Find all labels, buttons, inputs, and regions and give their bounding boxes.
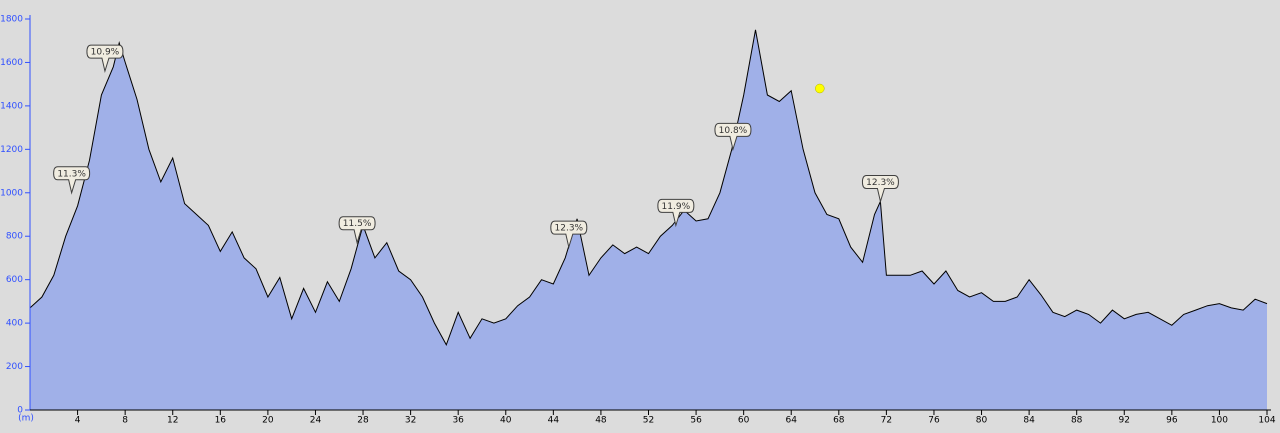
x-tick-label: 16: [215, 416, 227, 426]
y-tick-label: 800: [6, 232, 23, 242]
x-tick-label: 92: [1119, 416, 1130, 426]
x-tick-label: 76: [928, 416, 940, 426]
callout-bubble: [338, 216, 376, 245]
profile-line: [29, 29, 1268, 347]
callout-text: 11.9%: [662, 202, 691, 212]
x-tick-label: 56: [690, 416, 702, 426]
x-tick-label: 52: [643, 416, 654, 426]
callout-bubble: [550, 220, 588, 250]
x-tick-label: 40: [500, 416, 512, 426]
x-tick-label: 96: [1166, 416, 1178, 426]
callout-text: 10.8%: [719, 126, 748, 136]
grade-callout: 10.9%: [86, 44, 124, 74]
y-tick-label: 1000: [0, 188, 23, 198]
x-tick-label: 36: [452, 416, 464, 426]
grade-callout: 11.3%: [53, 166, 91, 195]
callout-text: 12.3%: [866, 178, 895, 188]
x-tick-label: 88: [1071, 416, 1083, 426]
x-tick-label: 100: [1211, 416, 1228, 426]
callout-bubble: [657, 198, 695, 228]
grade-callout: 11.5%: [338, 216, 376, 245]
x-tick-label: 80: [976, 416, 988, 426]
grade-callout: 12.3%: [861, 174, 899, 204]
x-tick-label: 28: [357, 416, 369, 426]
x-tick-label: 32: [405, 416, 416, 426]
x-tick-label: 12: [167, 416, 178, 426]
x-tick-label: 84: [1023, 416, 1035, 426]
grade-callout: 11.9%: [657, 198, 695, 228]
x-tick-label: 72: [881, 416, 892, 426]
grade-callout: 10.8%: [714, 122, 752, 152]
y-tick-label: 400: [6, 319, 23, 329]
grade-callout: 12.3%: [550, 220, 588, 250]
callout-bubble: [53, 166, 91, 195]
x-tick-label: 20: [262, 416, 274, 426]
x-tick-label: 64: [786, 416, 798, 426]
y-tick-label: 1400: [0, 101, 23, 111]
x-axis-label: (m): [18, 414, 34, 424]
x-tick-label: 44: [548, 416, 560, 426]
y-tick-label: 1600: [0, 58, 23, 68]
y-tick-label: 1800: [0, 15, 23, 25]
position-marker: [815, 83, 825, 94]
x-tick-label: 48: [595, 416, 607, 426]
callout-text: 10.9%: [91, 48, 120, 58]
area: [30, 29, 1267, 411]
x-tick-label: 104: [1258, 416, 1275, 426]
callout-text: 12.3%: [555, 224, 584, 234]
x-tick-label: 68: [833, 416, 845, 426]
y-tick-label: 1200: [0, 145, 23, 155]
callout-bubble: [714, 122, 752, 152]
callout-text: 11.5%: [343, 219, 372, 229]
callout-bubble: [86, 44, 124, 74]
x-tick-label: 8: [122, 416, 128, 426]
y-tick-label: 600: [6, 275, 23, 285]
y-tick-label: 200: [6, 362, 23, 372]
x-tick-label: 4: [75, 416, 81, 426]
x-tick-label: 60: [738, 416, 750, 426]
y-tick-label: 0: [17, 406, 23, 416]
callout-bubble: [861, 174, 899, 204]
x-tick-label: 24: [310, 416, 322, 426]
callout-text: 11.3%: [57, 169, 86, 179]
